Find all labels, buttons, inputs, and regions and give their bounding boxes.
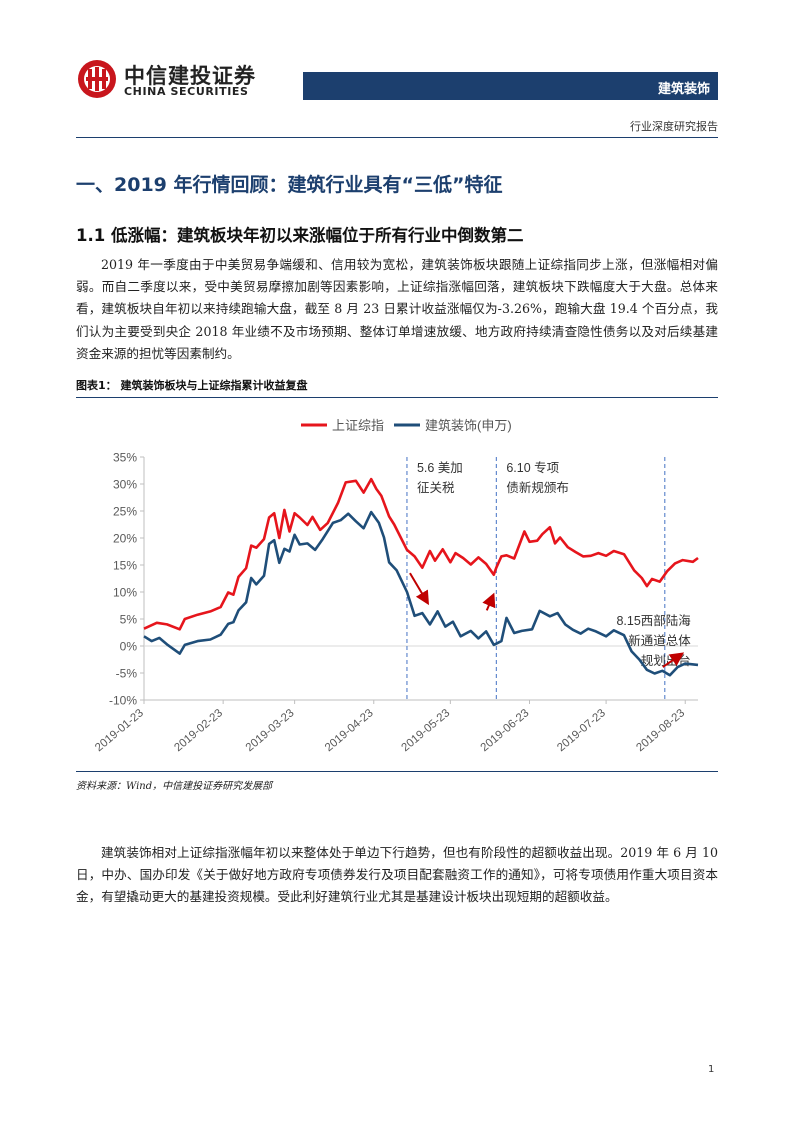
annotation-arrow-1 xyxy=(409,572,430,606)
event-label-3: 8.15西部陆海 xyxy=(616,613,691,628)
series-line-1 xyxy=(143,477,699,631)
y-tick-label: 20% xyxy=(113,532,137,546)
y-tick-label: 25% xyxy=(113,505,137,519)
event-label-2: 债新规颁布 xyxy=(506,480,569,495)
figure-label: 图表1： 建筑装饰板块与上证综指累计收益复盘 xyxy=(76,379,308,392)
section-title: 一、2019 年行情回顾：建筑行业具有“三低”特征 xyxy=(76,174,503,196)
series-line-2 xyxy=(143,510,699,677)
sector-tag: 建筑装饰 xyxy=(657,82,710,97)
sector-header-bar: 建筑装饰 xyxy=(303,72,718,100)
chart-legend: 上证综指 建筑装饰(申万) xyxy=(301,418,512,433)
y-tick-label: 35% xyxy=(113,451,137,465)
analysis-paragraph: 建筑装饰相对上证综指涨幅年初以来整体处于单边下行趋势，但也有阶段性的超额收益出现… xyxy=(76,845,718,905)
event-label-1: 5.6 美加 xyxy=(417,461,463,475)
x-tick-label: 2019-01-23 xyxy=(93,707,146,754)
event-label-1: 征关税 xyxy=(417,481,455,495)
y-tick-label: -10% xyxy=(109,694,137,708)
report-type: 行业深度研究报告 xyxy=(630,120,718,133)
x-tick-label: 2019-06-23 xyxy=(479,707,532,754)
legend-label-2: 建筑装饰(申万) xyxy=(425,418,512,433)
x-tick-label: 2019-05-23 xyxy=(400,707,453,754)
legend-label-1: 上证综指 xyxy=(332,418,384,433)
chart-arrows xyxy=(409,572,685,668)
annotation-arrow-3 xyxy=(662,652,685,668)
china-securities-logo-icon xyxy=(78,60,116,98)
figure-source: 资料来源：Wind，中信建投证券研究发展部 xyxy=(76,781,273,792)
x-tick-label: 2019-04-23 xyxy=(323,707,376,754)
y-tick-label: 10% xyxy=(113,586,137,600)
x-tick-label: 2019-07-23 xyxy=(555,707,608,754)
annotation-arrow-2 xyxy=(482,592,496,611)
page-number: 1 xyxy=(708,1064,715,1075)
event-label-2: 6.10 专项 xyxy=(506,460,559,475)
brand-name-cn: 中信建投证券 xyxy=(124,64,256,88)
y-tick-label: 0% xyxy=(120,640,138,654)
chart-lines xyxy=(143,477,699,677)
y-tick-label: 15% xyxy=(113,559,137,573)
brand-name-en: CHINA SECURITIES xyxy=(124,85,249,98)
intro-paragraph: 2019 年一季度由于中美贸易争端缓和、信用较为宽松，建筑装饰板块跟随上证综指同… xyxy=(76,257,718,361)
y-tick-label: 5% xyxy=(120,613,138,627)
figure-top-rule xyxy=(76,397,718,398)
x-tick-label: 2019-08-23 xyxy=(634,707,687,754)
event-label-3: 新通道总体 xyxy=(628,633,691,648)
chart-axes: 35% 30% 25% 20% 15% 10% 5% 0% -5% -10%2019-01-23 2… xyxy=(93,451,698,754)
x-tick-label: 2019-02-23 xyxy=(172,707,225,754)
header-divider xyxy=(76,137,718,138)
cumulative-return-chart: 上证综指 建筑装饰(申万) 35% 30% 25% 20% 15% 10% 5% 0% -5% -1… xyxy=(93,418,699,754)
figure-bottom-rule xyxy=(76,771,718,772)
y-tick-label: 30% xyxy=(113,478,137,492)
x-tick-label: 2019-03-23 xyxy=(244,707,297,754)
subsection-title: 1.1 低涨幅：建筑板块年初以来涨幅位于所有行业中倒数第二 xyxy=(76,226,524,245)
y-tick-label: -5% xyxy=(116,667,138,681)
